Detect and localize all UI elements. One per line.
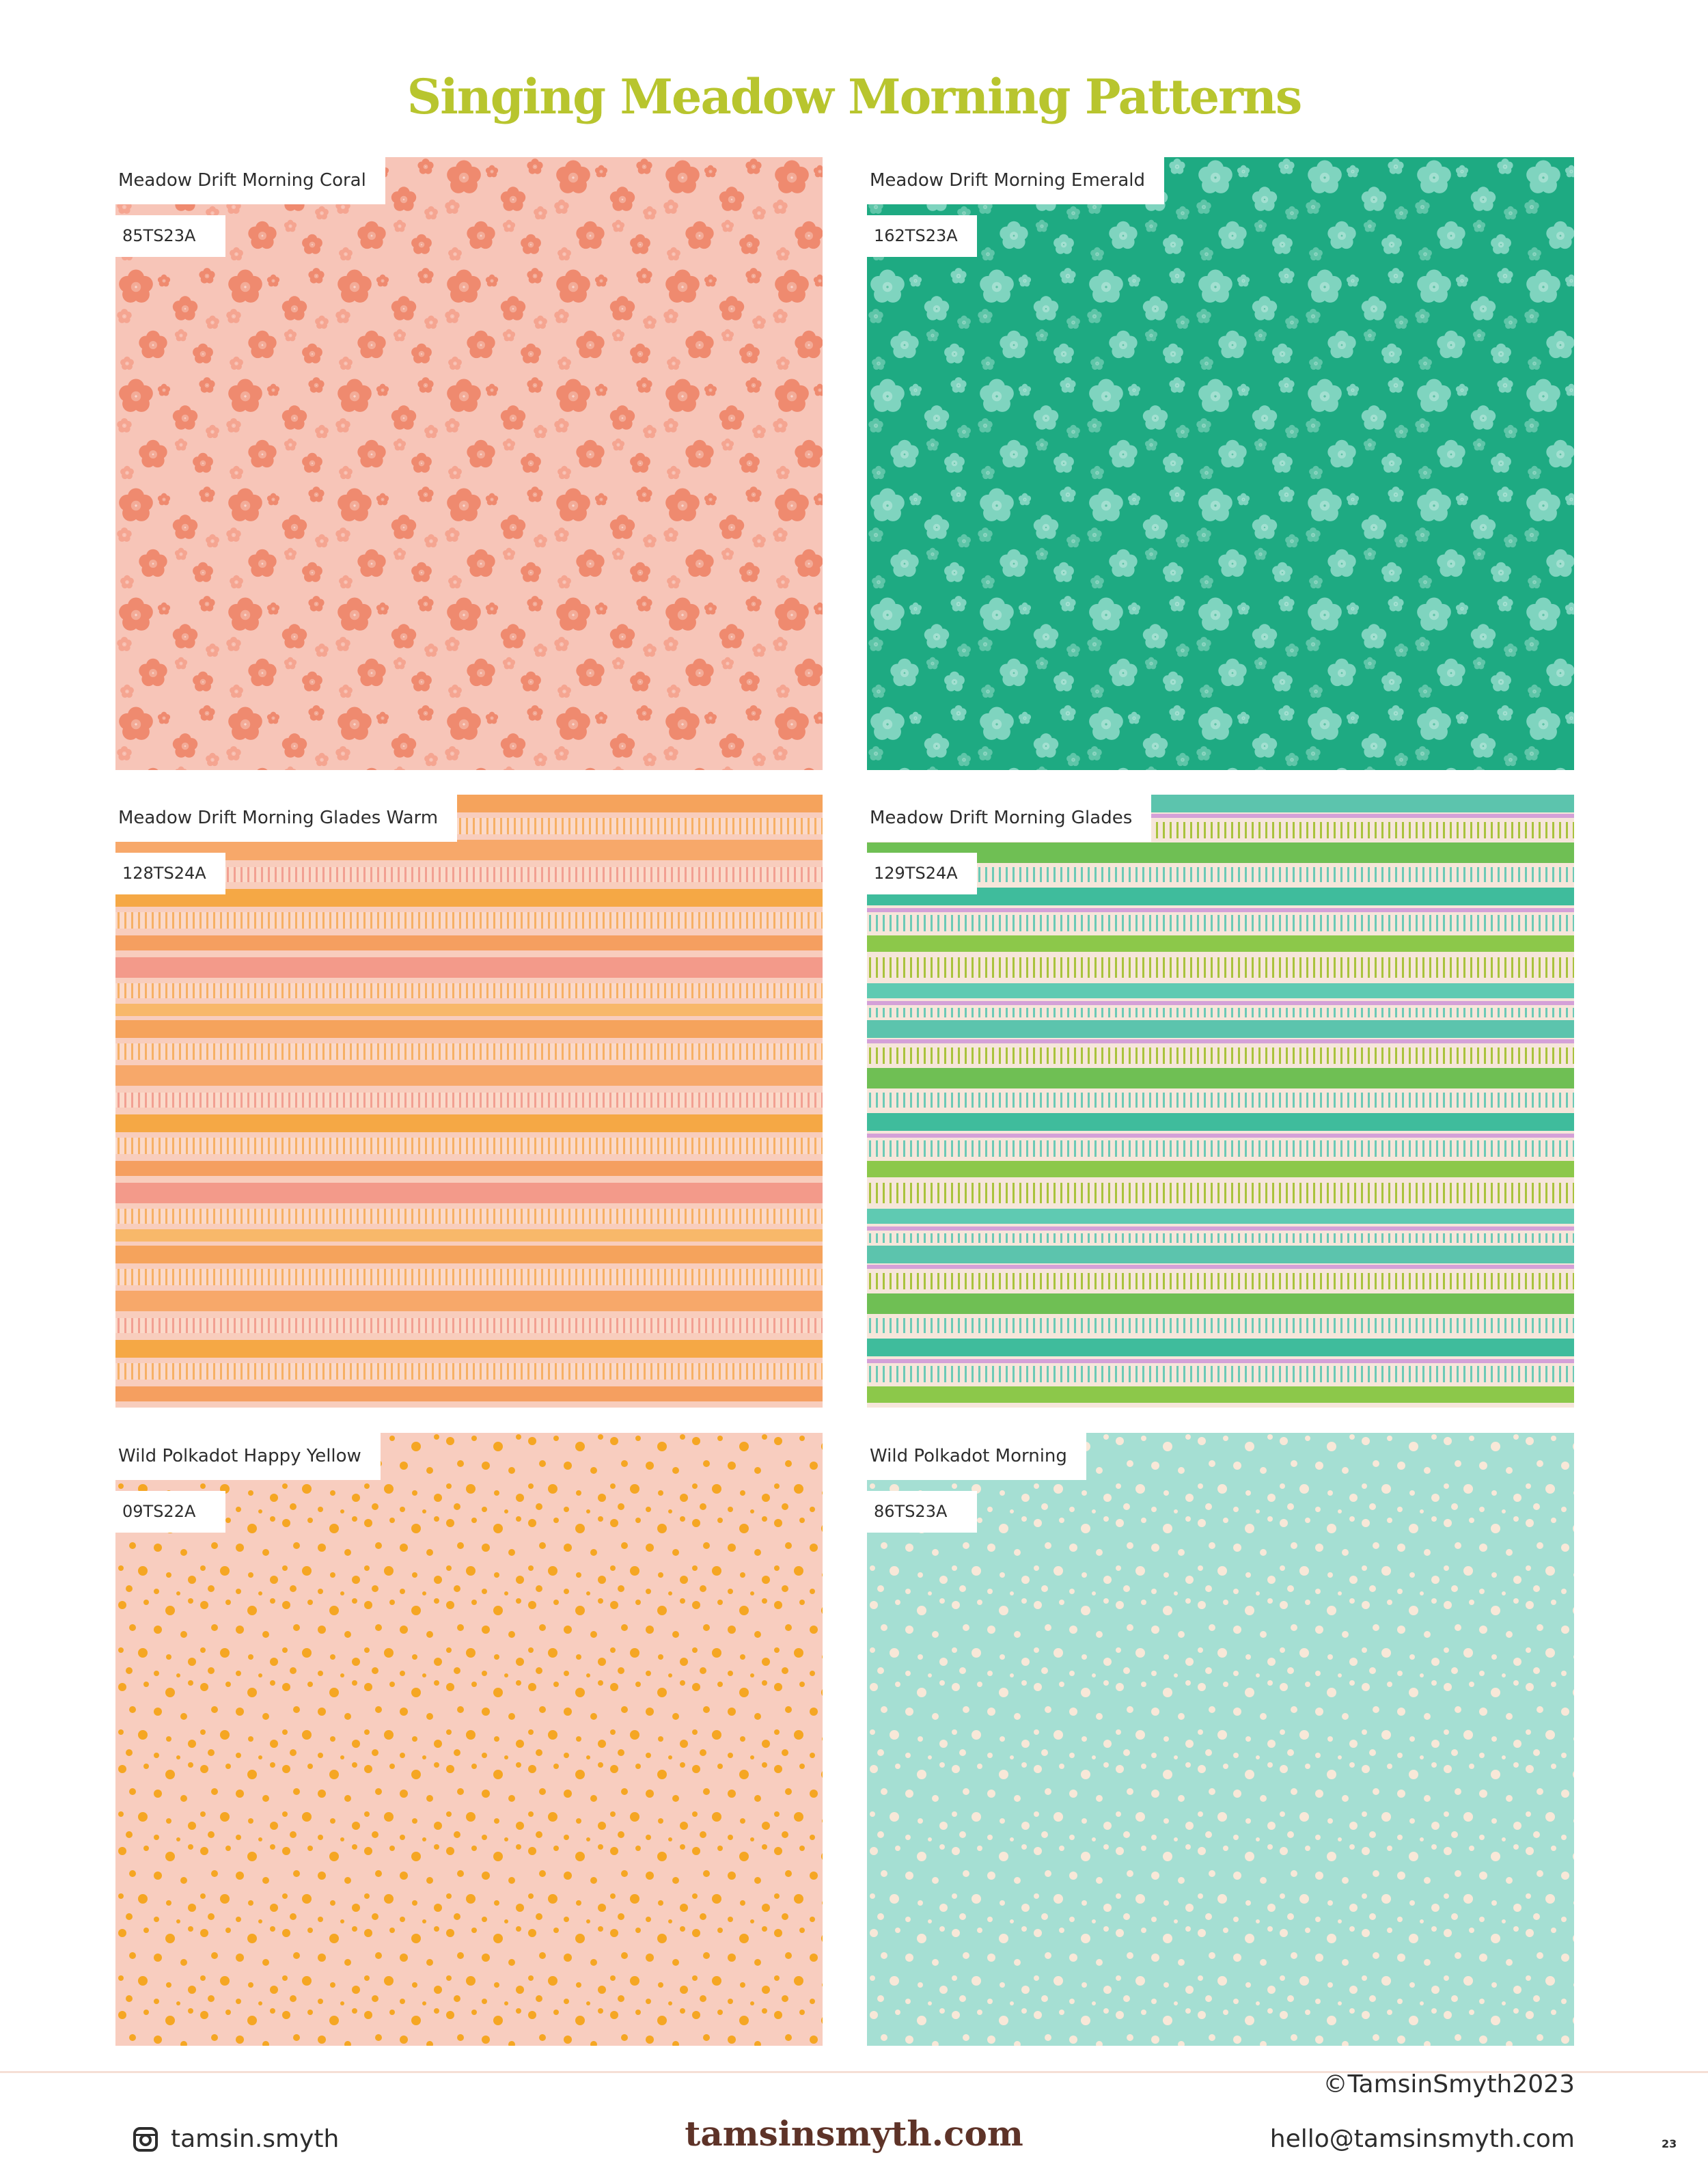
footer-divider (0, 2071, 1708, 2073)
pattern-name: Meadow Drift Morning Emerald (867, 157, 1165, 204)
pattern-code: 85TS23A (115, 215, 225, 257)
email: hello@tamsinsmyth.com (1269, 2125, 1575, 2153)
pattern-code: 86TS23A (867, 1491, 977, 1533)
pattern-code: 162TS23A (867, 215, 977, 257)
instagram-handle: tamsin.smyth (171, 2125, 340, 2153)
pattern-panel: Meadow Drift Morning Emerald 162TS23A (867, 157, 1574, 770)
pattern-swatch (115, 795, 823, 1408)
instagram-icon (133, 2127, 158, 2152)
pattern-swatch (867, 795, 1574, 1408)
pattern-name: Wild Polkadot Happy Yellow (115, 1433, 381, 1480)
page-number: 23 (1662, 2137, 1677, 2150)
pattern-code: 129TS24A (867, 853, 977, 894)
pattern-swatch (115, 157, 823, 770)
pattern-name: Meadow Drift Morning Glades Warm (115, 795, 458, 842)
pattern-swatch (867, 157, 1574, 770)
page-title: Singing Meadow Morning Patterns (407, 68, 1303, 125)
pattern-code: 09TS22A (115, 1491, 225, 1533)
pattern-swatch (115, 1433, 823, 2046)
pattern-name: Meadow Drift Morning Glades (867, 795, 1152, 842)
logo: tamsinsmyth.com (685, 2113, 1023, 2154)
pattern-panel: Meadow Drift Morning Glades 129TS24A (867, 795, 1574, 1408)
copyright: ©TamsinSmyth2023 (1323, 2070, 1575, 2098)
pattern-name: Wild Polkadot Morning (867, 1433, 1086, 1480)
pattern-swatch (867, 1433, 1574, 2046)
pattern-panel: Wild Polkadot Morning 86TS23A (867, 1433, 1574, 2046)
pattern-code: 128TS24A (115, 853, 225, 894)
pattern-name: Meadow Drift Morning Coral (115, 157, 385, 204)
pattern-panel: Meadow Drift Morning Coral 85TS23A (115, 157, 823, 770)
pattern-panel: Wild Polkadot Happy Yellow 09TS22A (115, 1433, 823, 2046)
pattern-panel: Meadow Drift Morning Glades Warm 128TS24… (115, 795, 823, 1408)
